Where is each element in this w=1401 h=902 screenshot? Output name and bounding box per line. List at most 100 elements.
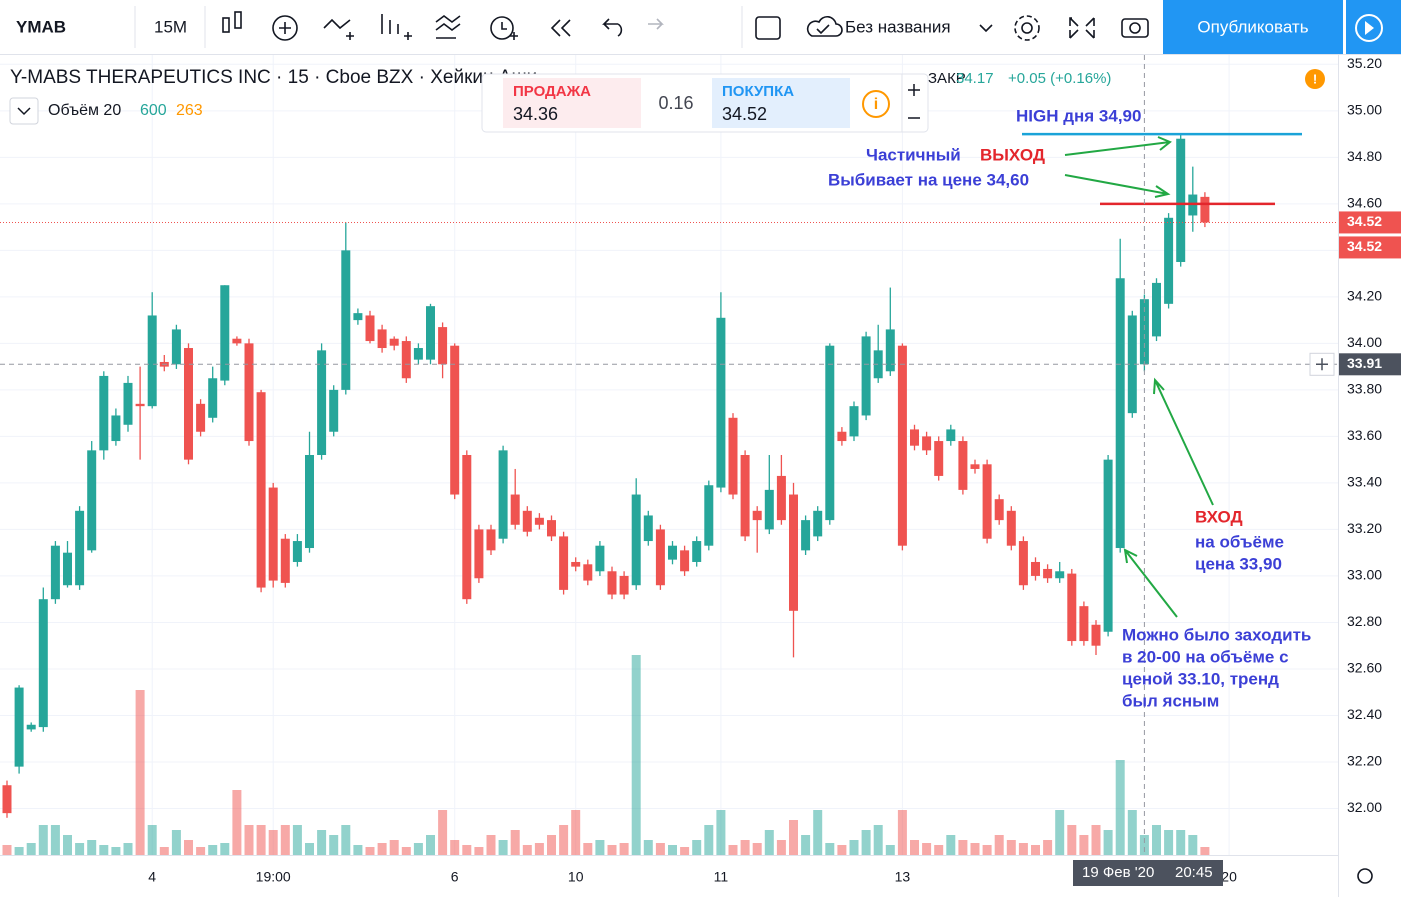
x-tick-label: 11 — [714, 869, 729, 885]
volume-bar — [401, 847, 411, 855]
y-tick-label: 34.00 — [1347, 334, 1382, 350]
trade-widget: ПРОДАЖА 34.36 0.16 ПОКУПКА 34.52 i — [481, 73, 929, 133]
collapse-button[interactable] — [9, 97, 39, 125]
candle-body — [341, 250, 351, 390]
volume-bar — [534, 843, 544, 855]
candle-body — [184, 348, 193, 460]
warning-icon[interactable] — [1305, 69, 1325, 89]
volume-bar — [547, 835, 556, 855]
price-axis — [1338, 55, 1401, 855]
buy-button[interactable] — [712, 78, 850, 128]
buy-label[interactable]: ПОКУПКА — [722, 83, 794, 100]
settings-icon[interactable] — [1357, 868, 1373, 884]
replay-button[interactable] — [1346, 0, 1401, 54]
close-value: 34.17 — [956, 70, 994, 87]
candle-body — [764, 489, 774, 530]
volume-bar — [474, 847, 484, 855]
volume-bar — [607, 845, 617, 855]
symbol[interactable]: YMAB — [16, 17, 66, 36]
price-label-bg — [1339, 211, 1401, 234]
candle-body — [510, 494, 520, 525]
candle-body — [910, 429, 919, 446]
toolbar-icons[interactable] — [222, 11, 1149, 41]
candle-body — [970, 464, 980, 469]
volume-bar — [135, 690, 145, 855]
volume-bar — [716, 810, 726, 855]
candle-body — [474, 529, 484, 579]
candle-body — [1031, 561, 1040, 576]
y-tick-label: 33.80 — [1347, 381, 1382, 397]
candle-body — [1164, 217, 1174, 304]
annotation: цена 33,90 — [1195, 554, 1282, 573]
change: +0.05 (+0.16%) — [1008, 70, 1111, 87]
volume-bar — [75, 843, 85, 855]
crosshair-date: 19 Фев '20 — [1082, 864, 1154, 881]
candle-body — [147, 315, 157, 407]
volume-bar — [292, 825, 302, 855]
volume-bar — [982, 845, 992, 855]
collapse-icon — [17, 107, 31, 116]
candle-body — [692, 541, 702, 562]
candle-body — [135, 403, 145, 407]
candle-body — [1079, 606, 1089, 642]
volume-bar — [1103, 830, 1113, 855]
publish-button[interactable] — [1163, 0, 1343, 54]
candle-body — [292, 541, 302, 562]
candle-body — [413, 348, 423, 360]
volume-bar — [305, 843, 314, 855]
candle-body — [1091, 624, 1101, 646]
volume-bar — [813, 810, 823, 855]
candle-body — [2, 785, 12, 814]
annotation: в 20-00 на объёме с — [1122, 647, 1289, 666]
sell-price[interactable]: 34.36 — [513, 104, 558, 124]
candle-body — [111, 415, 121, 442]
volume-bar — [244, 825, 254, 855]
toolbar: YMAB 15М Без названия Опубликовать — [0, 0, 1401, 55]
series-title: Y-MABS THERAPEUTICS INC · 15 · Cboe BZX … — [10, 67, 537, 88]
volume-label: Объём 20 — [48, 102, 121, 119]
candle-body — [462, 455, 472, 600]
volume-bar — [643, 840, 653, 855]
volume-bar — [994, 835, 1004, 855]
volume-bar — [668, 845, 677, 855]
volume-bar — [1176, 830, 1186, 855]
candle-body — [801, 520, 811, 551]
candle-body — [534, 517, 544, 525]
volume-bar — [50, 825, 60, 855]
volume-bar — [801, 835, 811, 855]
volume-bar — [123, 843, 133, 855]
plus-icon — [1316, 358, 1328, 371]
volume-bar — [1055, 810, 1065, 855]
volume-bar — [922, 843, 932, 855]
layout-name[interactable]: Без названия — [845, 17, 951, 36]
candle-body — [643, 515, 653, 542]
candle-body — [1139, 299, 1149, 365]
volume-bar — [1164, 830, 1174, 855]
candle-body — [401, 341, 411, 379]
buy-price[interactable]: 34.52 — [722, 104, 767, 124]
sell-button[interactable] — [503, 78, 641, 128]
qty-buttons[interactable] — [908, 84, 920, 119]
warning-mark: ! — [1313, 71, 1317, 86]
interval[interactable]: 15М — [154, 17, 187, 36]
publish-label[interactable]: Опубликовать — [1197, 17, 1308, 36]
annotation: Частичный — [866, 145, 961, 164]
candle-body — [268, 487, 278, 581]
volume-bar — [873, 825, 883, 855]
y-tick-label: 32.40 — [1347, 706, 1382, 722]
volume-bar — [1043, 840, 1053, 855]
sell-label[interactable]: ПРОДАЖА — [513, 83, 591, 100]
volume-bar — [692, 840, 702, 855]
candle-body — [668, 545, 677, 560]
volume-bar — [1200, 847, 1210, 855]
candle-body — [389, 338, 399, 346]
candle-body — [244, 343, 254, 442]
volume-bar — [1031, 845, 1040, 855]
candle-body — [813, 510, 823, 537]
info-icon[interactable] — [862, 90, 890, 118]
candle-body — [450, 345, 460, 495]
candle-body — [208, 378, 218, 418]
volume-bar — [522, 845, 532, 855]
volume-bar — [280, 825, 290, 855]
